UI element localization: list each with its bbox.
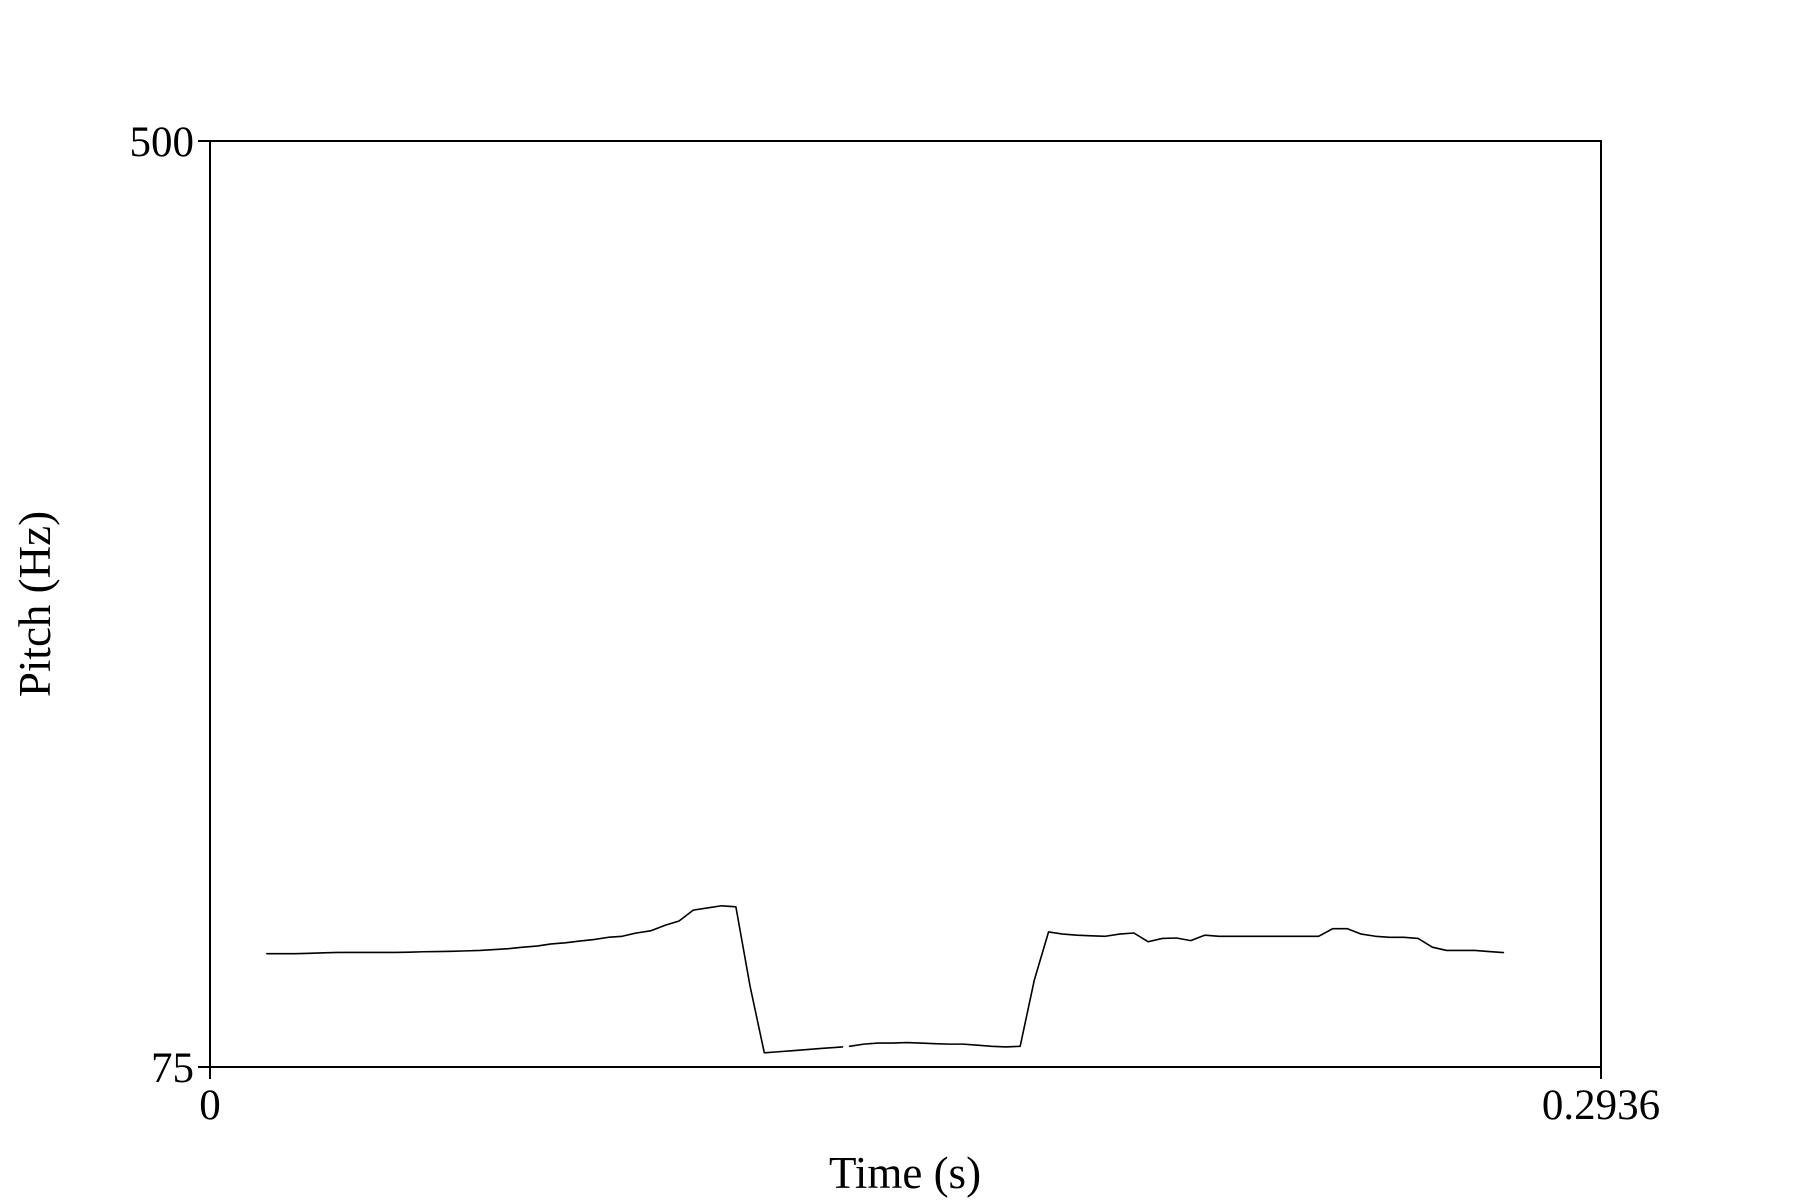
x-tick-label-0: 0 [199, 1082, 221, 1129]
x-tick-label-0.2936: 0.2936 [1542, 1082, 1660, 1129]
tick-labels: 500 750 0.2936 [130, 119, 1661, 1129]
y-tick-label-75: 75 [151, 1045, 194, 1092]
y-tick-label-500: 500 [130, 119, 195, 166]
x-axis-label: Time (s) [829, 1148, 981, 1198]
plot-frame [209, 140, 1602, 1068]
pitch-contour-segment-1-1 [266, 904, 844, 1054]
y-axis-label: Pitch (Hz) [10, 511, 60, 697]
pitch-contour-segment-1-2 [848, 927, 1505, 1048]
tick-marks [198, 140, 1602, 1079]
series-layer [266, 904, 1505, 1054]
